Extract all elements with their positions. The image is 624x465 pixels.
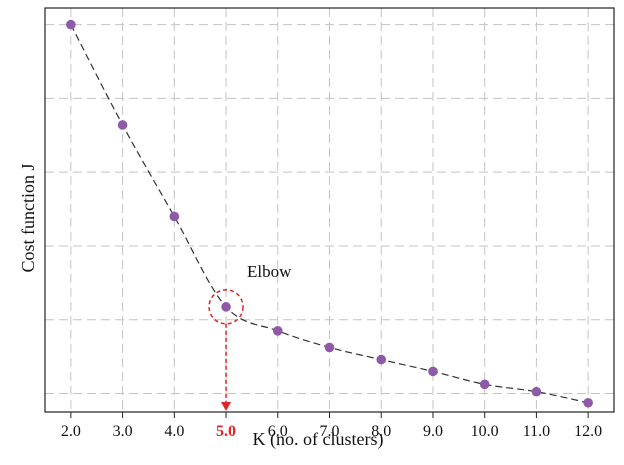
data-point <box>221 302 231 312</box>
data-point <box>531 386 542 397</box>
x-tick-label: 10.0 <box>471 423 499 440</box>
data-point <box>376 354 387 365</box>
data-points <box>66 19 593 408</box>
x-tick-label: 3.0 <box>113 423 133 440</box>
x-tick-label: 5.0 <box>216 423 236 440</box>
x-tick-label: 2.0 <box>61 423 81 440</box>
series-line <box>70 24 589 404</box>
x-tick-label: 4.0 <box>164 423 184 440</box>
data-point <box>324 342 335 353</box>
grid <box>45 8 614 412</box>
data-point <box>66 19 76 30</box>
series-line-group <box>70 24 589 404</box>
elbow-highlight-circle <box>208 289 244 325</box>
data-point <box>583 397 593 408</box>
x-tick-label: 7.0 <box>320 423 340 440</box>
x-tick-label: 8.0 <box>371 423 391 440</box>
y-axis-label: Cost function J <box>18 163 38 272</box>
x-tick-label: 9.0 <box>423 423 443 440</box>
data-point <box>169 211 180 222</box>
elbow-arrow-head <box>221 402 232 411</box>
x-tick-label: 11.0 <box>523 423 550 440</box>
data-point <box>428 366 438 377</box>
data-point <box>117 120 128 130</box>
data-point <box>479 379 490 390</box>
x-tick-label: 6.0 <box>268 423 288 440</box>
elbow-annotation <box>208 289 244 411</box>
elbow-label: Elbow <box>247 262 292 281</box>
axes <box>44 7 615 418</box>
x-tick-labels: 2.0 3.0 4.0 5.0 6.0 7.0 8.0 9.0 10.0 11.0 12.0 <box>61 423 602 440</box>
x-tick-label: 12.0 <box>574 423 602 440</box>
data-point <box>272 326 283 336</box>
x-axis-label: K (no. of clusters) <box>253 429 384 450</box>
